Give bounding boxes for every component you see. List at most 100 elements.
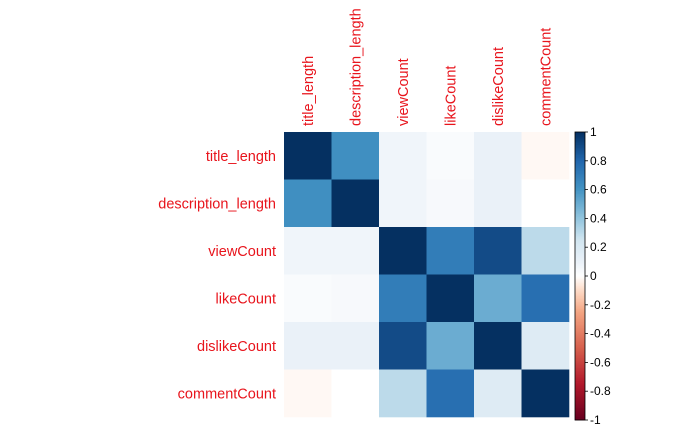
colorbar-segment: [575, 219, 585, 222]
row-label-title_length: title_length: [206, 149, 276, 165]
heatmap-cell-commentCount-commentCount: [521, 369, 570, 418]
colorbar-segment: [575, 384, 585, 386]
heatmap-cell-viewCount-dislikeCount: [474, 227, 522, 275]
colorbar-segment: [575, 163, 585, 166]
colorbar-tick-label: 0.8: [590, 154, 607, 168]
colorbar-segment: [575, 336, 585, 339]
colorbar-segment: [575, 402, 585, 405]
colorbar-segment: [575, 343, 585, 346]
colorbar-segment: [575, 398, 585, 401]
colorbar-segment: [575, 296, 585, 298]
colorbar-segment: [575, 340, 585, 343]
colorbar-segment: [575, 188, 585, 190]
colorbar-segment: [575, 391, 585, 394]
colorbar-segment: [575, 408, 585, 411]
colorbar-segment: [575, 324, 585, 327]
colorbar-segment: [575, 231, 585, 234]
heatmap-cell-description_length-viewCount: [379, 179, 427, 228]
colorbar-segment: [575, 179, 585, 182]
colorbar-segment: [575, 209, 585, 212]
colorbar-segment: [575, 411, 585, 414]
colorbar-segment: [575, 264, 585, 267]
heatmap-cell-likeCount-likeCount: [426, 274, 475, 323]
colorbar-segment: [575, 232, 585, 235]
colorbar-segment: [575, 192, 585, 195]
colorbar-segment: [575, 284, 585, 287]
heatmap-cell-commentCount-dislikeCount: [474, 369, 522, 418]
colorbar-segment: [575, 355, 585, 358]
colorbar-segment: [575, 165, 585, 167]
heatmap-cell-title_length-description_length: [331, 132, 380, 180]
heatmap-cell-viewCount-commentCount: [521, 227, 570, 275]
colorbar-segment: [575, 316, 585, 319]
colorbar-segment: [575, 395, 585, 398]
heatmap-cell-title_length-viewCount: [379, 132, 427, 180]
colorbar-segment: [575, 394, 585, 396]
colorbar-segment: [575, 335, 585, 337]
colorbar-segment: [575, 250, 585, 252]
colorbar-segment: [575, 144, 585, 147]
colorbar-segment: [575, 379, 585, 382]
heatmap-cell-viewCount-viewCount: [379, 227, 427, 275]
colorbar-segment: [575, 139, 585, 142]
colorbar-segment: [575, 199, 585, 202]
colorbar-tick-label: -1: [590, 413, 601, 427]
colorbar-tick-label: -0.8: [590, 384, 611, 398]
colorbar-segment: [575, 149, 585, 152]
colorbar-segment: [575, 382, 585, 385]
colorbar-segment: [575, 225, 585, 228]
colorbar-segment: [575, 388, 585, 391]
colorbar-segment: [575, 348, 585, 350]
colorbar-segment: [575, 271, 585, 274]
colorbar-segment: [575, 258, 585, 261]
colorbar-segment: [575, 349, 585, 352]
colorbar-segment: [575, 198, 585, 201]
heatmap-cell-title_length-commentCount: [521, 132, 570, 180]
colorbar-tick-label: 1: [590, 125, 597, 139]
colorbar-segment: [575, 274, 585, 277]
colorbar-segment: [575, 214, 585, 216]
colorbar-tick-label: 0.2: [590, 240, 607, 254]
colorbar-segment: [575, 309, 585, 311]
colorbar-segment: [575, 196, 585, 199]
colorbar-segment: [575, 265, 585, 268]
colorbar-segment: [575, 288, 585, 291]
heatmap-cell-commentCount-likeCount: [426, 369, 475, 418]
colorbar-segment: [575, 286, 585, 288]
colorbar-segment: [575, 248, 585, 251]
colorbar-tick-label: -0.6: [590, 355, 611, 369]
colorbar-segment: [575, 312, 585, 314]
colorbar-segment: [575, 386, 585, 389]
colorbar-segment: [575, 178, 585, 180]
heatmap-cell-description_length-likeCount: [426, 179, 475, 228]
colorbar-segment: [575, 150, 585, 153]
colorbar-segment: [575, 205, 585, 208]
colorbar-segment: [575, 396, 585, 399]
colorbar-segment: [575, 276, 585, 278]
colorbar-segment: [575, 147, 585, 150]
colorbar-segment: [575, 373, 585, 376]
colorbar-segment: [575, 157, 585, 160]
colorbar-segment: [575, 228, 585, 231]
colorbar-segment: [575, 191, 585, 193]
colorbar-segment: [575, 240, 585, 242]
heatmap-cell-dislikeCount-likeCount: [426, 322, 475, 370]
colorbar-segment: [575, 329, 585, 332]
colorbar-segment: [575, 371, 585, 373]
colorbar-segment: [575, 201, 585, 203]
colorbar-segment: [575, 369, 585, 372]
colorbar-segment: [575, 168, 585, 170]
colorbar-segment: [575, 415, 585, 418]
colorbar-segment: [575, 221, 585, 224]
colorbar-segment: [575, 255, 585, 258]
colorbar-segment: [575, 234, 585, 237]
colorbar-tick-label: 0.6: [590, 183, 607, 197]
colorbar-segment: [575, 326, 585, 329]
colorbar-segment: [575, 273, 585, 275]
colorbar-segment: [575, 166, 585, 169]
colorbar-segment: [575, 346, 585, 349]
colorbar-segment: [575, 353, 585, 356]
colorbar-segment: [575, 322, 585, 324]
heatmap-cell-commentCount-description_length: [331, 369, 380, 418]
colorbar-segment: [575, 238, 585, 241]
